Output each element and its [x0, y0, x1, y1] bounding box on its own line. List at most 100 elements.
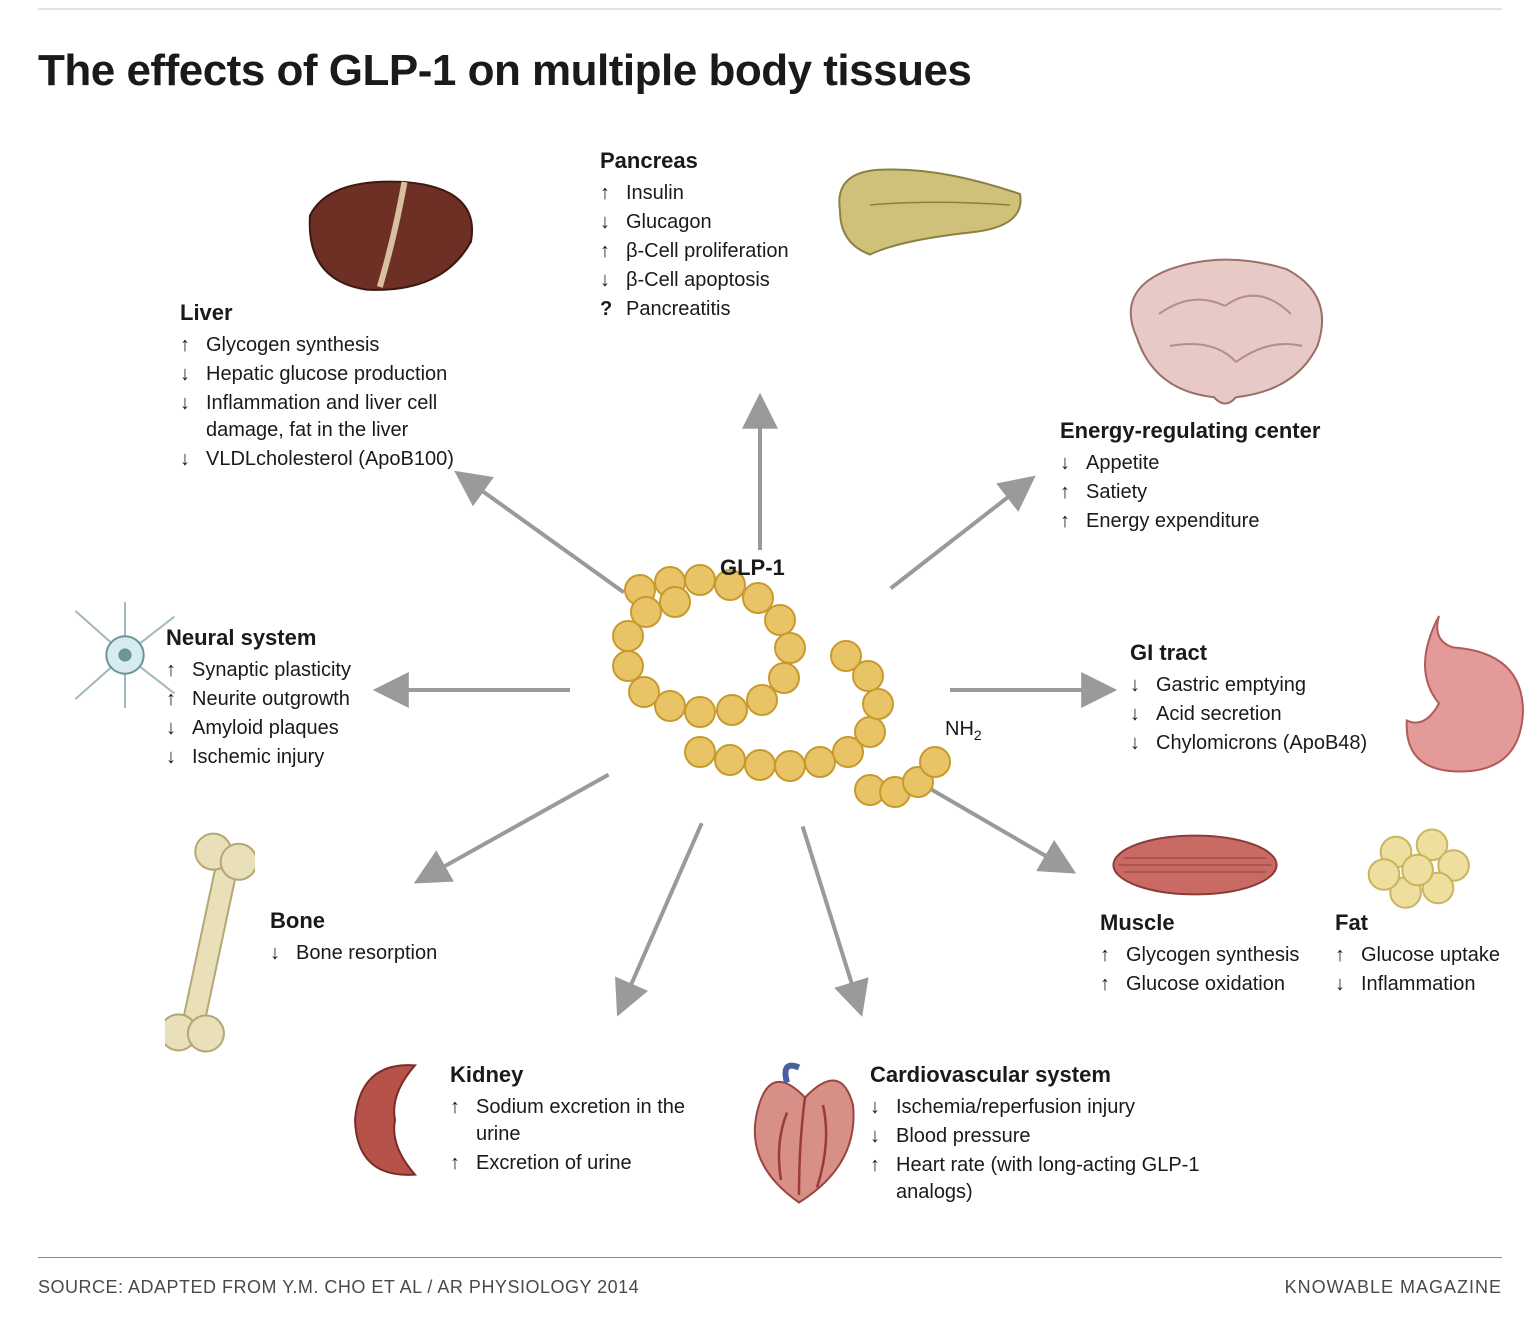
- effect-row: ↓ Inflammation: [1335, 971, 1535, 998]
- neuron-icon: [70, 600, 180, 715]
- group-title-neural: Neural system: [166, 625, 446, 651]
- up-arrow-icon: ↑: [450, 1094, 466, 1121]
- down-arrow-icon: ↓: [600, 267, 616, 294]
- group-title-brain: Energy-regulating center: [1060, 418, 1400, 444]
- effect-row: ↓ Amyloid plaques: [166, 715, 446, 742]
- effect-row: ↑ Excretion of urine: [450, 1150, 700, 1177]
- group-muscle: Muscle ↑ Glycogen synthesis ↑ Glucose oxidat…: [1100, 910, 1330, 1000]
- effect-row: ↑ Heart rate (with long-acting GLP-1 anal…: [870, 1152, 1210, 1206]
- effect-row: ↑ Glucose uptake: [1335, 942, 1535, 969]
- effect-text: Gastric emptying: [1156, 672, 1306, 699]
- effect-text: Chylomicrons (ApoB48): [1156, 730, 1367, 757]
- down-arrow-icon: ↓: [270, 940, 286, 967]
- effect-row: ↓ β-Cell apoptosis: [600, 267, 900, 294]
- effect-text: Sodium excretion in the urine: [476, 1094, 700, 1148]
- liver-icon: [300, 170, 490, 305]
- group-title-kidney: Kidney: [450, 1062, 700, 1088]
- effect-text: β-Cell apoptosis: [626, 267, 770, 294]
- group-neural: Neural system↑Synaptic plasticity↑Neurit…: [166, 625, 446, 773]
- up-arrow-icon: ↑: [1100, 971, 1116, 998]
- effect-row: ↑ Glycogen synthesis: [180, 332, 520, 359]
- effect-row: ↓ Chylomicrons (ApoB48): [1130, 730, 1410, 757]
- effect-text: Excretion of urine: [476, 1150, 632, 1177]
- effect-row: ↑ Glucose oxidation: [1100, 971, 1330, 998]
- group-title-bone: Bone: [270, 908, 530, 934]
- infographic-canvas: The effects of GLP-1 on multiple body ti…: [0, 0, 1540, 1326]
- effect-row: ↓Inflammation and liver cell damage, fat…: [180, 390, 520, 444]
- down-arrow-icon: ↓: [600, 209, 616, 236]
- heart-icon: [745, 1060, 865, 1215]
- effect-text: Neurite outgrowth: [192, 686, 350, 713]
- effect-row: ↑ Glycogen synthesis: [1100, 942, 1330, 969]
- effect-text: Energy expenditure: [1086, 508, 1259, 535]
- effect-text: Ischemic injury: [192, 744, 324, 771]
- effect-row: ↑ Satiety: [1060, 479, 1400, 506]
- effect-row: ↑Neurite outgrowth: [166, 686, 446, 713]
- effect-text: Insulin: [626, 180, 684, 207]
- bottom-rule: [38, 1257, 1502, 1258]
- down-arrow-icon: ↓: [180, 390, 196, 417]
- group-title-muscle: Muscle: [1100, 910, 1330, 936]
- effect-text: Hepatic glucose production: [206, 361, 447, 388]
- effect-row: ↓ VLDLcholesterol (ApoB100): [180, 446, 520, 473]
- effect-text: β-Cell proliferation: [626, 238, 789, 265]
- fat-icon: [1360, 825, 1480, 920]
- effect-text: Glucagon: [626, 209, 712, 236]
- group-title-gi: GI tract: [1130, 640, 1410, 666]
- down-arrow-icon: ↓: [180, 446, 196, 473]
- group-gi: GI tract ↓ Gastric emptying ↓ Acid secretion…: [1130, 640, 1410, 759]
- down-arrow-icon: ↓: [870, 1094, 886, 1121]
- effect-text: Glucose oxidation: [1126, 971, 1285, 998]
- down-arrow-icon: ↓: [166, 715, 182, 742]
- down-arrow-icon: ↓: [1335, 971, 1351, 998]
- effect-row: ↑ Sodium excretion in the urine: [450, 1094, 700, 1148]
- down-arrow-icon: ↓: [870, 1123, 886, 1150]
- center-label: GLP-1: [720, 555, 785, 581]
- question-icon: ?: [600, 296, 616, 323]
- effect-row: ↓ Gastric emptying: [1130, 672, 1410, 699]
- pancreas-icon: [830, 150, 1030, 265]
- source-line: SOURCE: ADAPTED FROM Y.M. CHO ET AL / AR…: [38, 1277, 639, 1298]
- effect-text: Glycogen synthesis: [1126, 942, 1299, 969]
- group-bone: Bone ↓ Bone resorption: [270, 908, 530, 969]
- effect-text: Pancreatitis: [626, 296, 731, 323]
- effect-text: Glucose uptake: [1361, 942, 1500, 969]
- brain-icon: [1115, 250, 1335, 415]
- effect-text: Heart rate (with long-acting GLP-1 analo…: [896, 1152, 1210, 1206]
- effect-text: Inflammation: [1361, 971, 1476, 998]
- stomach-icon: [1390, 610, 1530, 785]
- down-arrow-icon: ↓: [1130, 730, 1146, 757]
- effect-text: Appetite: [1086, 450, 1159, 477]
- down-arrow-icon: ↓: [1130, 672, 1146, 699]
- effect-text: Acid secretion: [1156, 701, 1282, 728]
- up-arrow-icon: ↑: [600, 180, 616, 207]
- group-brain: Energy-regulating center ↓ Appetite ↑ Satiet…: [1060, 418, 1400, 537]
- effect-row: ↓ Acid secretion: [1130, 701, 1410, 728]
- effect-text: Ischemia/reperfusion injury: [896, 1094, 1135, 1121]
- group-fat: Fat↑Glucose uptake↓Inflammation: [1335, 910, 1535, 1000]
- up-arrow-icon: ↑: [1100, 942, 1116, 969]
- brand-label: KNOWABLE MAGAZINE: [1285, 1277, 1502, 1298]
- effect-row: ↓ Blood pressure: [870, 1123, 1210, 1150]
- effect-text: Blood pressure: [896, 1123, 1031, 1150]
- up-arrow-icon: ↑: [1335, 942, 1351, 969]
- muscle-icon: [1110, 830, 1280, 905]
- up-arrow-icon: ↑: [1060, 479, 1076, 506]
- group-cardio: Cardiovascular system ↓ Ischemia/reperfusi…: [870, 1062, 1210, 1208]
- up-arrow-icon: ↑: [450, 1150, 466, 1177]
- effect-text: Glycogen synthesis: [206, 332, 379, 359]
- up-arrow-icon: ↑: [600, 238, 616, 265]
- effect-row: ↓ Bone resorption: [270, 940, 530, 967]
- effect-text: Satiety: [1086, 479, 1147, 506]
- effect-row: ↓ Ischemic injury: [166, 744, 446, 771]
- down-arrow-icon: ↓: [166, 744, 182, 771]
- effect-text: VLDLcholesterol (ApoB100): [206, 446, 454, 473]
- effect-row: ↓Hepatic glucose production: [180, 361, 520, 388]
- effect-text: Bone resorption: [296, 940, 437, 967]
- up-arrow-icon: ↑: [870, 1152, 886, 1179]
- up-arrow-icon: ↑: [180, 332, 196, 359]
- down-arrow-icon: ↓: [1130, 701, 1146, 728]
- down-arrow-icon: ↓: [1060, 450, 1076, 477]
- group-title-cardio: Cardiovascular system: [870, 1062, 1210, 1088]
- effect-text: Amyloid plaques: [192, 715, 339, 742]
